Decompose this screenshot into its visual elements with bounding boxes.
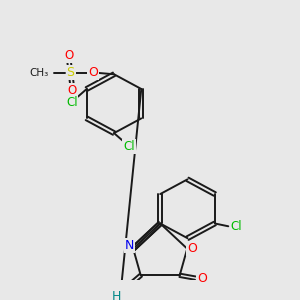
Text: N: N	[125, 239, 134, 252]
Text: Cl: Cl	[231, 220, 242, 233]
Text: O: O	[68, 84, 76, 97]
Text: O: O	[187, 242, 197, 255]
Text: S: S	[67, 66, 74, 80]
Text: H: H	[112, 290, 122, 300]
Text: O: O	[64, 49, 74, 62]
Text: O: O	[197, 272, 207, 285]
Text: O: O	[88, 66, 98, 79]
Text: Cl: Cl	[66, 96, 77, 109]
Text: CH₃: CH₃	[29, 68, 49, 78]
Text: Cl: Cl	[123, 140, 135, 153]
